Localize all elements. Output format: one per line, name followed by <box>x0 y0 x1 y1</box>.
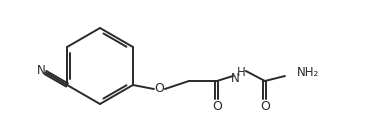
Text: N: N <box>230 72 239 84</box>
Text: NH₂: NH₂ <box>297 67 319 79</box>
Text: H: H <box>237 67 245 79</box>
Text: O: O <box>260 100 270 112</box>
Text: O: O <box>154 82 164 95</box>
Text: N: N <box>37 63 45 77</box>
Text: O: O <box>212 100 222 112</box>
